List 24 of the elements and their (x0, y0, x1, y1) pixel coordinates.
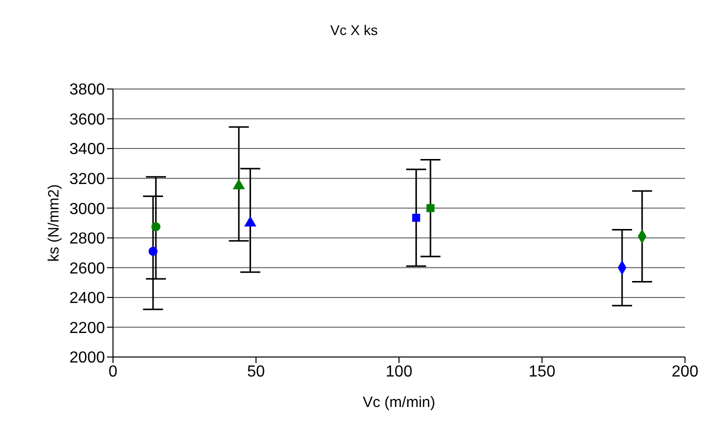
y-tick-label: 2000 (69, 350, 106, 367)
x-tick-label: 0 (108, 363, 118, 380)
point (412, 214, 420, 222)
y-tick-label: 2400 (69, 290, 106, 308)
y-tick-label: 3200 (69, 171, 106, 188)
y-tick-label: 2600 (69, 260, 106, 278)
y-axis-title: ks (N/mm2) (45, 184, 62, 262)
x-tick-label: 50 (247, 363, 265, 380)
y-tick-label: 3600 (69, 111, 106, 128)
x-tick-label: 200 (672, 363, 698, 380)
y-tick-label: 3800 (69, 82, 106, 99)
point (244, 216, 256, 227)
point (151, 222, 160, 232)
x-tick-label: 150 (528, 363, 556, 380)
point (426, 204, 434, 212)
y-tick-label: 3400 (69, 141, 106, 158)
x-tick-label: 100 (386, 363, 412, 380)
point (148, 246, 158, 256)
y-tick-label: 3000 (69, 200, 106, 218)
y-tick-label: 2200 (69, 320, 106, 337)
x-axis-title: Vc (m/min) (362, 394, 436, 411)
point (232, 178, 245, 190)
chart-title: Vc X ks (329, 22, 379, 38)
y-tick-label: 2800 (69, 230, 106, 248)
